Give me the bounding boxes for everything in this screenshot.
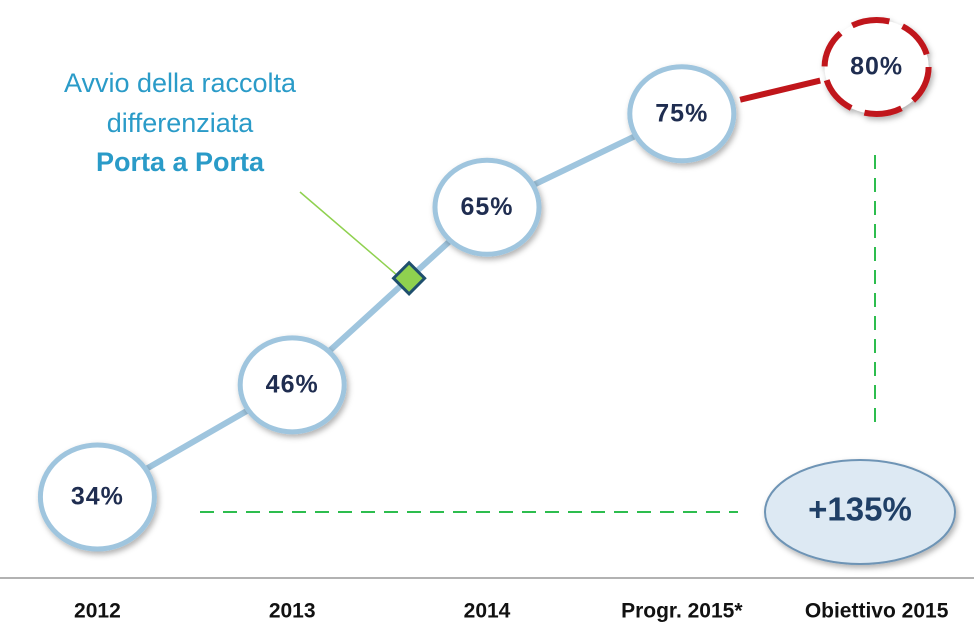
value-label: 80% <box>850 53 903 81</box>
start-marker <box>391 260 427 296</box>
trend-line <box>95 111 684 500</box>
value-label: 65% <box>460 193 513 221</box>
annotation-line: differenziata <box>107 108 255 138</box>
growth-badge <box>764 459 956 565</box>
x-tick-label: 2012 <box>74 600 121 623</box>
value-label: 34% <box>71 483 124 511</box>
annotation-emphasis: Porta a Porta <box>96 147 265 177</box>
target-connector <box>739 77 821 103</box>
data-point <box>237 335 347 435</box>
x-tick-label: Obiettivo 2015 <box>805 600 949 623</box>
target-point <box>821 17 932 117</box>
annotation-line: Avvio della raccolta <box>64 68 297 98</box>
x-tick-label: 2014 <box>464 600 511 623</box>
value-label: 46% <box>266 370 319 398</box>
data-point <box>37 442 157 552</box>
annotation-pointer <box>299 191 399 277</box>
data-point <box>432 157 542 257</box>
value-label: 75% <box>655 99 708 127</box>
data-point <box>627 64 737 164</box>
x-tick-label: 2013 <box>269 600 316 623</box>
x-tick-label: Progr. 2015* <box>621 600 743 623</box>
growth-label: +135% <box>808 491 912 528</box>
